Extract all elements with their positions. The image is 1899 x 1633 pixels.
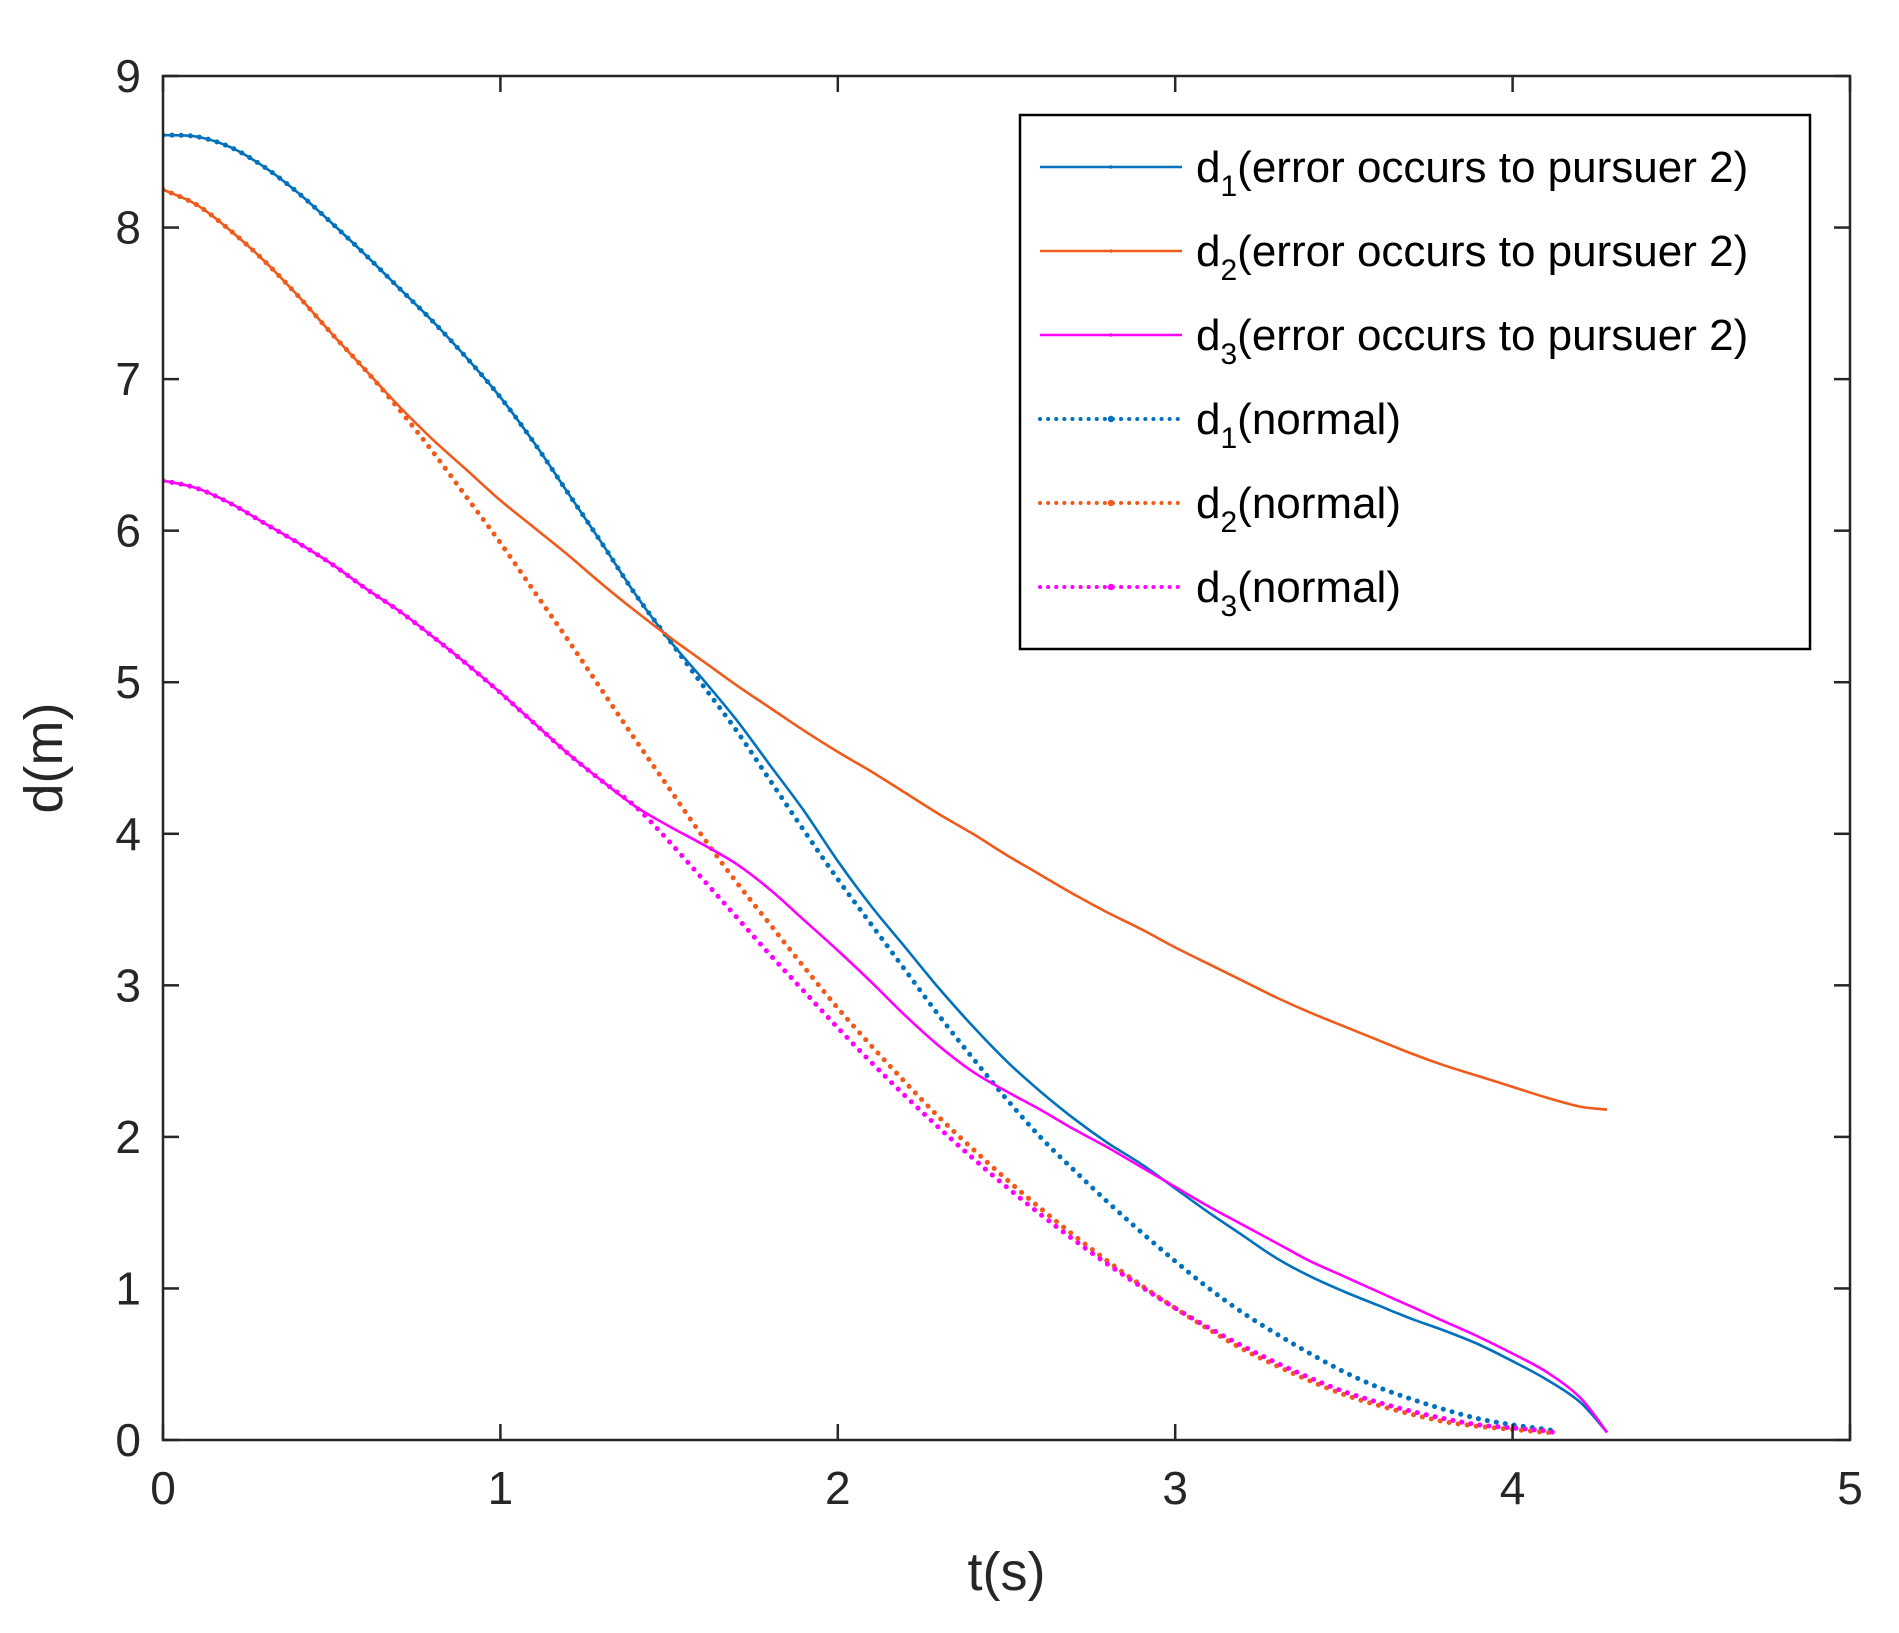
legend-label-subscript: 3	[1220, 338, 1237, 371]
y-tick-label: 2	[115, 1111, 141, 1163]
legend-marker-6	[1107, 583, 1115, 591]
legend-label-base: d	[1196, 479, 1220, 528]
legend: d1(error occurs to pursuer 2)d2(error oc…	[1018, 113, 1812, 651]
series-line-2	[163, 188, 1608, 1111]
x-axis-label: t(s)	[968, 1542, 1046, 1602]
legend-label-subscript: 2	[1220, 506, 1237, 539]
legend-label-rest: (normal)	[1237, 479, 1401, 528]
ticks-layer	[161, 74, 1852, 1442]
y-tick-label: 5	[115, 656, 141, 708]
legend-marker-4	[1107, 415, 1115, 423]
y-tick-label: 6	[115, 505, 141, 557]
legend-label-subscript: 3	[1220, 590, 1237, 623]
legend-label-subscript: 1	[1220, 422, 1237, 455]
legend-label-rest: (error occurs to pursuer 2)	[1237, 227, 1748, 276]
x-tick-label: 5	[1837, 1462, 1863, 1514]
plot-frame	[161, 74, 1852, 1442]
legend-label-1: d1(error occurs to pursuer 2)	[1196, 143, 1748, 203]
y-tick-label: 3	[115, 959, 141, 1011]
legend-marker-2	[1109, 249, 1113, 253]
legend-label-3: d3(error occurs to pursuer 2)	[1196, 311, 1748, 371]
legend-marker-3	[1109, 333, 1113, 337]
tick-labels-layer: 0 1 2 3 4 5 0 1 2 3 4 5 6 7 8 9	[115, 50, 1862, 1514]
legend-label-6: d3(normal)	[1196, 563, 1401, 623]
legend-label-base: d	[1196, 395, 1220, 444]
y-tick-label: 4	[115, 808, 141, 860]
legend-label-4: d1(normal)	[1196, 395, 1401, 455]
legend-marker-5	[1107, 499, 1115, 507]
y-axis-label: d(m)	[14, 703, 74, 814]
series-layer	[163, 132, 1609, 1436]
legend-label-rest: (normal)	[1237, 395, 1401, 444]
y-tick-label: 1	[115, 1262, 141, 1314]
x-tick-label: 1	[488, 1462, 514, 1514]
y-tick-label: 9	[115, 50, 141, 102]
x-tick-label: 0	[150, 1462, 176, 1514]
legend-label-base: d	[1196, 311, 1220, 360]
legend-marker-1	[1109, 165, 1113, 169]
legend-label-rest: (error occurs to pursuer 2)	[1237, 311, 1748, 360]
legend-label-5: d2(normal)	[1196, 479, 1401, 539]
legend-box	[1018, 113, 1812, 651]
legend-label-rest: (normal)	[1237, 563, 1401, 612]
x-tick-label: 2	[825, 1462, 851, 1514]
y-tick-label: 7	[115, 353, 141, 405]
legend-label-2: d2(error occurs to pursuer 2)	[1196, 227, 1748, 287]
x-tick-label: 3	[1162, 1462, 1188, 1514]
y-tick-label: 8	[115, 202, 141, 254]
legend-label-rest: (error occurs to pursuer 2)	[1237, 143, 1748, 192]
legend-label-subscript: 1	[1220, 170, 1237, 203]
legend-label-base: d	[1196, 143, 1220, 192]
legend-label-base: d	[1196, 563, 1220, 612]
series-line-3	[163, 479, 1609, 1434]
x-tick-label: 4	[1500, 1462, 1526, 1514]
series-line-1	[163, 133, 1609, 1434]
legend-label-subscript: 2	[1220, 254, 1237, 287]
series-line-5	[163, 187, 1556, 1436]
y-tick-label: 0	[115, 1414, 141, 1466]
legend-label-base: d	[1196, 227, 1220, 276]
